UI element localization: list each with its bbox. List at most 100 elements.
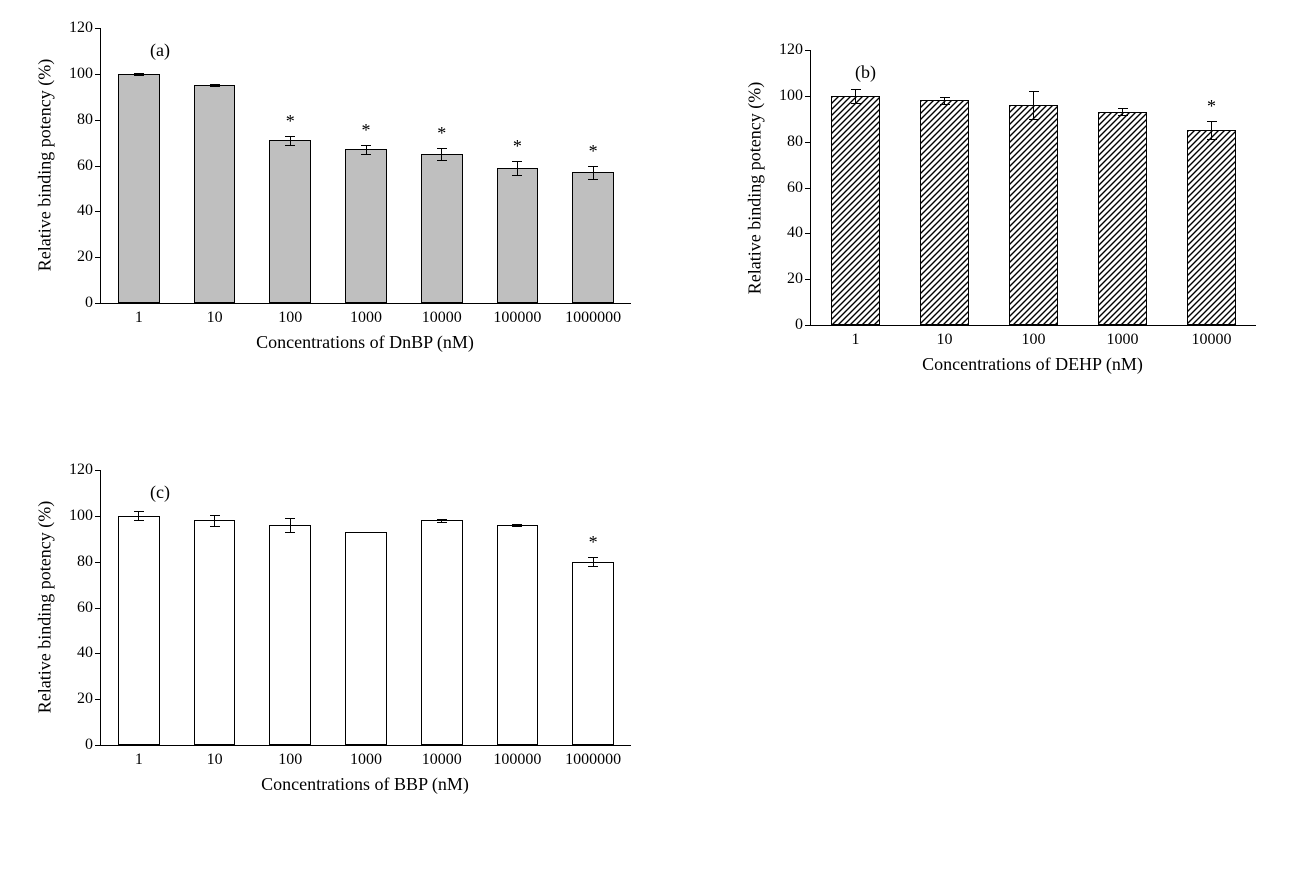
- error-bar-cap: [437, 160, 447, 161]
- error-bar: [290, 136, 291, 145]
- error-bar-cap: [1207, 139, 1217, 140]
- error-bar: [1122, 108, 1123, 115]
- error-bar-cap: [1029, 91, 1039, 92]
- error-bar: [441, 148, 442, 159]
- error-bar: [1033, 91, 1034, 119]
- y-tick-label: 20: [77, 690, 101, 708]
- x-tick-label: 10: [207, 309, 223, 327]
- bar: [421, 154, 463, 303]
- bar: [572, 172, 614, 303]
- y-tick-label: 80: [77, 553, 101, 571]
- y-tick-label: 20: [77, 248, 101, 266]
- error-bar-cap: [210, 526, 220, 527]
- significance-marker: *: [362, 121, 371, 139]
- error-bar-cap: [134, 511, 144, 512]
- panel-a-xlabel: Concentrations of DnBP (nM): [256, 332, 474, 353]
- panel-b-ylabel: Relative binding potency (%): [745, 82, 766, 294]
- error-bar: [138, 511, 139, 520]
- bar: [421, 520, 463, 745]
- panel-c-ylabel: Relative binding potency (%): [35, 501, 56, 713]
- x-tick-label: 10000: [422, 751, 462, 769]
- y-tick-label: 40: [77, 644, 101, 662]
- bar: [269, 140, 311, 303]
- x-tick-label: 1: [852, 331, 860, 349]
- error-bar-cap: [588, 179, 598, 180]
- error-bar-cap: [588, 166, 598, 167]
- error-bar-cap: [512, 161, 522, 162]
- significance-marker: *: [589, 533, 598, 551]
- error-bar-cap: [210, 515, 220, 516]
- y-tick-label: 120: [69, 19, 101, 37]
- bar: [194, 85, 236, 303]
- y-tick-label: 0: [795, 316, 811, 334]
- error-bar-cap: [285, 532, 295, 533]
- error-bar-cap: [588, 566, 598, 567]
- significance-marker: *: [286, 112, 295, 130]
- error-bar-cap: [1207, 121, 1217, 122]
- bar: [572, 562, 614, 745]
- error-bar: [517, 161, 518, 175]
- x-tick-label: 10: [937, 331, 953, 349]
- bar: [497, 525, 539, 745]
- panel-c-xlabel: Concentrations of BBP (nM): [261, 774, 469, 795]
- x-tick-label: 1: [135, 309, 143, 327]
- y-tick-label: 40: [77, 202, 101, 220]
- x-tick-label: 100: [278, 751, 302, 769]
- y-tick-label: 120: [779, 41, 811, 59]
- y-tick-label: 60: [787, 179, 811, 197]
- y-tick-label: 100: [69, 65, 101, 83]
- x-tick-label: 1: [135, 751, 143, 769]
- error-bar-cap: [285, 145, 295, 146]
- error-bar-cap: [851, 89, 861, 90]
- x-tick-label: 1000000: [565, 309, 621, 327]
- bar: [345, 532, 387, 745]
- error-bar-cap: [1029, 119, 1039, 120]
- error-bar-cap: [437, 519, 447, 520]
- x-tick-label: 100000: [493, 751, 541, 769]
- significance-marker: *: [589, 142, 598, 160]
- y-tick-label: 20: [787, 270, 811, 288]
- error-bar-cap: [512, 175, 522, 176]
- error-bar-cap: [134, 75, 144, 76]
- error-bar-cap: [437, 148, 447, 149]
- error-bar-cap: [210, 84, 220, 85]
- error-bar-cap: [512, 526, 522, 527]
- bar: [118, 74, 160, 303]
- error-bar-cap: [361, 145, 371, 146]
- error-bar-cap: [940, 104, 950, 105]
- significance-marker: *: [1207, 97, 1216, 115]
- y-tick-label: 60: [77, 157, 101, 175]
- error-bar: [593, 557, 594, 566]
- x-tick-label: 1000000: [565, 751, 621, 769]
- figure-canvas: (a) Relative binding potency (%) 0204060…: [0, 0, 1308, 878]
- bar: [269, 525, 311, 745]
- y-tick-label: 0: [85, 294, 101, 312]
- bar: [1009, 105, 1058, 325]
- bar: [1187, 130, 1236, 325]
- x-tick-label: 100000: [493, 309, 541, 327]
- error-bar: [290, 518, 291, 532]
- significance-marker: *: [437, 124, 446, 142]
- error-bar: [593, 166, 594, 180]
- panel-b-plot: 020406080100120110100100010000*: [810, 50, 1256, 326]
- y-tick-label: 0: [85, 736, 101, 754]
- error-bar-cap: [210, 86, 220, 87]
- y-tick-label: 100: [779, 87, 811, 105]
- bar: [497, 168, 539, 303]
- bar: [194, 520, 236, 745]
- error-bar-cap: [512, 524, 522, 525]
- x-tick-label: 10000: [1192, 331, 1232, 349]
- error-bar: [1211, 121, 1212, 139]
- x-tick-label: 100: [278, 309, 302, 327]
- error-bar-cap: [588, 557, 598, 558]
- x-tick-label: 1000: [350, 751, 382, 769]
- bar: [920, 100, 969, 325]
- bar: [345, 149, 387, 303]
- panel-a-ylabel: Relative binding potency (%): [35, 59, 56, 271]
- panel-a-plot: 020406080100120110100*1000*10000*100000*…: [100, 28, 631, 304]
- x-tick-label: 10: [207, 751, 223, 769]
- error-bar-cap: [437, 522, 447, 523]
- error-bar-cap: [134, 520, 144, 521]
- x-tick-label: 10000: [422, 309, 462, 327]
- y-tick-label: 120: [69, 461, 101, 479]
